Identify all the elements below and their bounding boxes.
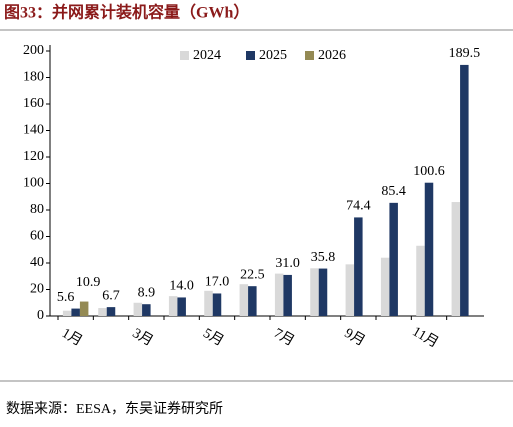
y-tick-label: 160 (23, 96, 44, 111)
bar (212, 293, 222, 316)
data-label: 35.8 (311, 250, 336, 265)
bar (318, 268, 328, 316)
bar (177, 297, 186, 316)
data-label: 22.5 (240, 267, 265, 282)
bar (79, 301, 89, 316)
bar (168, 296, 178, 316)
bar (204, 290, 213, 316)
legend-swatch (246, 51, 255, 60)
y-tick-label: 140 (23, 123, 44, 138)
x-tick-label: 11月 (409, 324, 441, 352)
data-label: 10.9 (76, 275, 101, 290)
x-tick-label: 1月 (59, 325, 85, 349)
bar (451, 202, 461, 316)
data-label: 85.4 (381, 184, 406, 199)
y-tick-label: 120 (23, 149, 44, 164)
legend-label: 2026 (318, 48, 346, 63)
y-tick-label: 0 (37, 308, 44, 323)
bar (283, 274, 292, 316)
x-tick-label: 5月 (200, 325, 226, 349)
data-label: 17.0 (205, 275, 230, 290)
bar (380, 257, 390, 316)
source: 数据来源：EESA，东吴证券研究所 (6, 401, 223, 417)
bar (354, 217, 363, 316)
bar (133, 302, 143, 316)
y-tick-label: 80 (30, 202, 44, 217)
bar (239, 284, 249, 316)
bar (248, 286, 257, 316)
bar (142, 304, 151, 316)
x-tick-label: 9月 (342, 325, 368, 349)
bar (345, 264, 355, 316)
data-label: 74.4 (346, 199, 371, 214)
bar (460, 64, 469, 316)
legend-label: 2025 (259, 48, 287, 63)
data-label: 100.6 (413, 164, 445, 179)
bar (389, 202, 398, 316)
bar (62, 310, 72, 316)
bar (416, 245, 425, 316)
bar (274, 273, 284, 316)
bar (424, 182, 434, 316)
data-label: 8.9 (138, 285, 156, 300)
legend-swatch (305, 51, 314, 60)
bar (71, 308, 80, 316)
y-tick-label: 40 (30, 255, 44, 270)
y-tick-label: 200 (23, 43, 44, 58)
bar (310, 268, 319, 316)
y-tick-label: 20 (30, 282, 44, 297)
legend-label: 2024 (193, 48, 221, 63)
x-tick-label: 3月 (130, 325, 156, 349)
x-tick-label: 7月 (271, 325, 297, 349)
y-tick-label: 100 (23, 176, 44, 191)
data-label: 31.0 (275, 256, 300, 271)
data-label: 189.5 (449, 46, 481, 61)
chart-title: 图33：并网累计装机容量（GWh） (4, 3, 249, 22)
data-label: 6.7 (102, 288, 120, 303)
legend-swatch (180, 51, 189, 60)
data-label: 14.0 (169, 279, 194, 294)
data-label: 5.6 (57, 290, 75, 305)
y-tick-label: 60 (30, 229, 44, 244)
bar (98, 308, 107, 316)
bar (106, 307, 116, 316)
y-tick-label: 180 (23, 70, 44, 85)
